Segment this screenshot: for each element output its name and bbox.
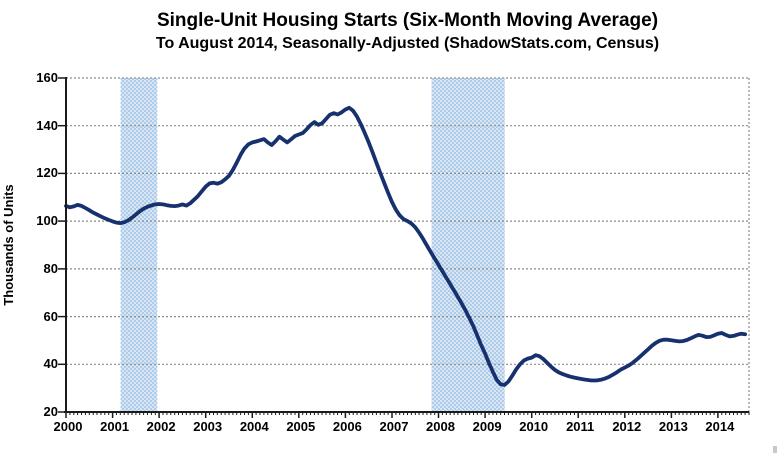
x-tick-label-2000: 2000 [53,419,83,434]
x-tick-label-2014: 2014 [705,419,735,434]
x-tick-label-2012: 2012 [612,419,642,434]
x-tick-label-2006: 2006 [332,419,362,434]
x-tick-label-2005: 2005 [286,419,316,434]
y-tick-label-40: 40 [43,356,58,372]
recession-band-1 [120,78,158,412]
chart-subtitle: To August 2014, Seasonally-Adjusted (Sha… [155,35,660,52]
x-tick-label-2004: 2004 [239,419,269,434]
x-tick-label-2003: 2003 [193,419,223,434]
y-tick-label-140: 140 [36,117,58,133]
y-tick-label-120: 120 [36,165,58,181]
recession-band-2 [431,78,505,412]
screen-artifact [773,446,777,453]
y-tick-label-100: 100 [36,213,58,229]
chart-title: Single-Unit Housing Starts (Six-Month Mo… [156,10,659,31]
x-tick-label-2011: 2011 [566,419,595,434]
x-tick-label-2008: 2008 [426,419,455,434]
y-tick-label-60: 60 [43,308,58,324]
x-tick-label-2009: 2009 [472,419,502,434]
housing-starts-line [64,105,747,387]
y-tick-label-20: 20 [43,404,58,419]
x-tick-label-2001: 2001 [100,419,130,434]
x-tick-label-2010: 2010 [519,419,549,434]
x-tick-label-2007: 2007 [379,419,409,434]
y-tick-label-160: 160 [36,70,58,85]
x-tick-label-2013: 2013 [658,419,688,434]
x-tick-label-2002: 2002 [146,419,176,434]
y-tick-label-80: 80 [43,260,58,276]
